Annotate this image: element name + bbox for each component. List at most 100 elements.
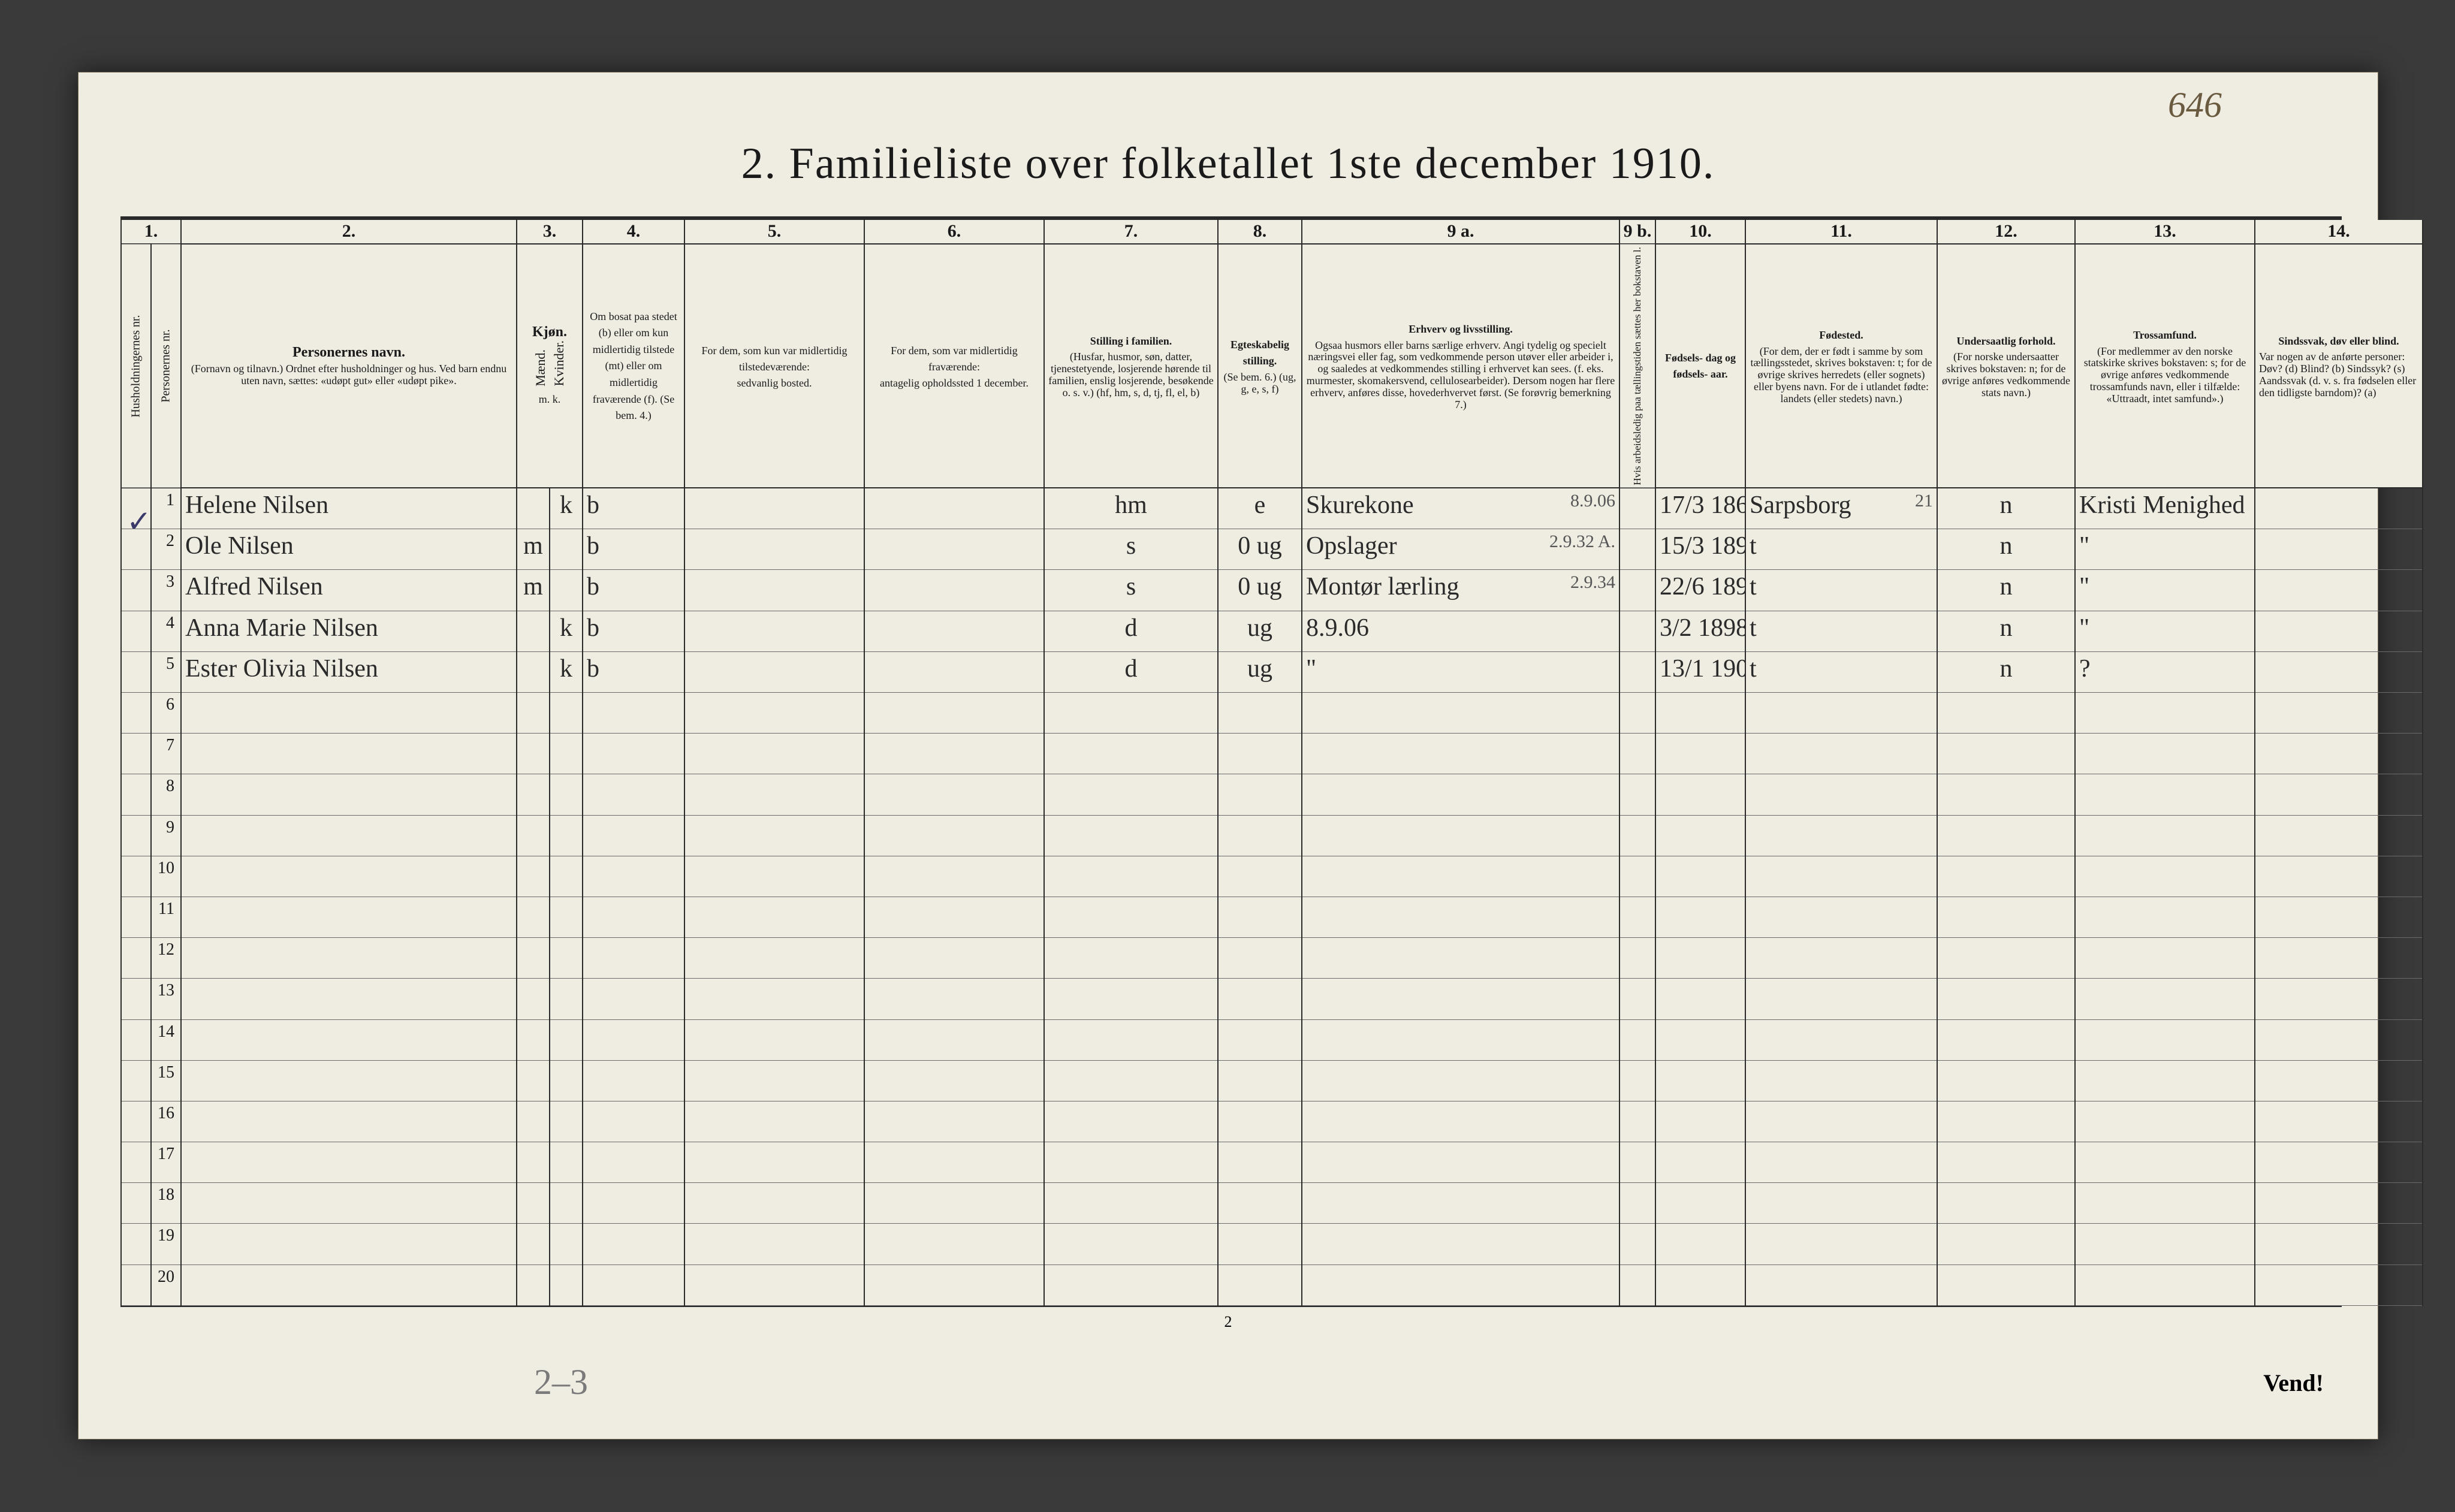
cell-empty [550,1142,583,1183]
cell-empty [181,1142,517,1183]
hdr-midl-tilstede: For dem, som kun var midlertidig tilsted… [684,244,864,488]
cell-arbeidsledig [1619,529,1655,570]
hdr-sex-title: Kjøn. [532,324,567,340]
cell-empty [684,815,864,856]
colnum-4: 4. [583,220,684,244]
colnum-7: 7. [1044,220,1218,244]
cell-erhverv: Montør lærling 2.9.34 [1302,570,1619,611]
cell-empty [684,1019,864,1060]
cell-person-no: 16 [151,1101,181,1142]
cell-erhverv: Skurekone 8.9.06 [1302,488,1619,529]
cell-person-no: 18 [151,1183,181,1224]
cell-undersaat: n [1937,529,2075,570]
cell-empty [1218,1264,1302,1305]
cell-empty [583,1060,684,1101]
hdr-c11-title: Fødested. [1819,329,1863,341]
hdr-bosat-text: Om bosat paa stedet (b) eller om kun mid… [590,310,677,422]
header-text-row: Husholdningernes nr. Personernes nr. Per… [121,244,2423,488]
cell-household-no [121,651,151,692]
cell-empty [181,1101,517,1142]
colnum-8: 8. [1218,220,1302,244]
cell-empty [550,1224,583,1264]
cell-empty [1218,897,1302,937]
cell-empty [1745,1224,1937,1264]
cell-empty [1745,1060,1937,1101]
hdr-name: Personernes navn. (Fornavn og tilnavn.) … [181,244,517,488]
hdr-sex-m: Mænd. [533,349,548,387]
cell-empty [1218,979,1302,1019]
hdr-c7-title: Stilling i familien. [1090,335,1172,347]
cell-household-no [121,693,151,734]
cell-famstilling: d [1044,611,1218,651]
cell-empty [583,1142,684,1183]
colnum-1: 1. [121,220,181,244]
cell-empty [1937,1101,2075,1142]
cell-empty [684,979,864,1019]
cell-household-no [121,1101,151,1142]
bottom-handwritten-note: 2–3 [534,1362,588,1403]
cell-empty [550,1060,583,1101]
cell-empty [684,693,864,734]
cell-empty [1302,1183,1619,1224]
hdr-sex: Kjøn. Mænd. Kvinder. m. k. [517,244,583,488]
hdr-bosat: Om bosat paa stedet (b) eller om kun mid… [583,244,684,488]
cell-empty [864,1142,1044,1183]
cell-name: Anna Marie Nilsen [181,611,517,651]
hdr-c6-sub: antagelig opholdssted 1 december. [868,378,1040,390]
cell-empty [2255,1060,2423,1101]
cell-empty [1619,815,1655,856]
cell-empty [2255,897,2423,937]
cell-empty [1044,1101,1218,1142]
cell-empty [1218,1019,1302,1060]
cell-empty [181,979,517,1019]
hdr-c9a-sub: Ogsaa husmors eller barns særlige erhver… [1306,340,1615,411]
cell-erhverv: Opslager 2.9.32 A. [1302,529,1619,570]
cell-empty [2255,1142,2423,1183]
cell-empty [181,815,517,856]
cell-empty [2075,1019,2255,1060]
cell-famstilling: d [1044,651,1218,692]
cell-empty [1044,1060,1218,1101]
cell-midl-frav [864,529,1044,570]
cell-empty [550,1264,583,1305]
cell-midl-frav [864,611,1044,651]
cell-household-no [121,774,151,815]
cell-empty [1745,815,1937,856]
hdr-c12-sub: (For norske undersaatter skrives bokstav… [1941,351,2071,399]
cell-empty [1655,979,1745,1019]
cell-empty [583,1101,684,1142]
colnum-10: 10. [1655,220,1745,244]
cell-empty [517,1142,550,1183]
cell-empty [550,815,583,856]
document-title: 2. Familieliste over folketallet 1ste de… [79,138,2378,189]
cell-empty [684,734,864,774]
cell-sex-m: m [517,570,550,611]
cell-empty [517,1183,550,1224]
cell-empty [1655,1264,1745,1305]
cell-empty [583,1264,684,1305]
cell-sex-k: k [550,611,583,651]
cell-empty [1619,1224,1655,1264]
cell-erhverv: " [1302,651,1619,692]
cell-empty [517,815,550,856]
hdr-c5-title: For dem, som kun var midlertidig tilsted… [702,345,848,373]
cell-sex-m [517,611,550,651]
cell-person-no: 12 [151,938,181,979]
cell-household-no [121,1264,151,1305]
cell-empty [583,897,684,937]
colnum-11: 11. [1745,220,1937,244]
cell-empty [583,815,684,856]
cell-empty [583,979,684,1019]
cell-empty [864,734,1044,774]
cell-empty [864,1019,1044,1060]
cell-empty [1619,1101,1655,1142]
cell-empty [1619,938,1655,979]
cell-person-no: 11 [151,897,181,937]
table-row: 3Alfred Nilsenmbs0 ugMontør lærling 2.9.… [121,570,2423,611]
cell-empty [1044,734,1218,774]
cell-empty [1218,815,1302,856]
cell-person-no: 17 [151,1142,181,1183]
cell-bosat: b [583,611,684,651]
cell-empty [2255,734,2423,774]
cell-arbeidsledig [1619,651,1655,692]
